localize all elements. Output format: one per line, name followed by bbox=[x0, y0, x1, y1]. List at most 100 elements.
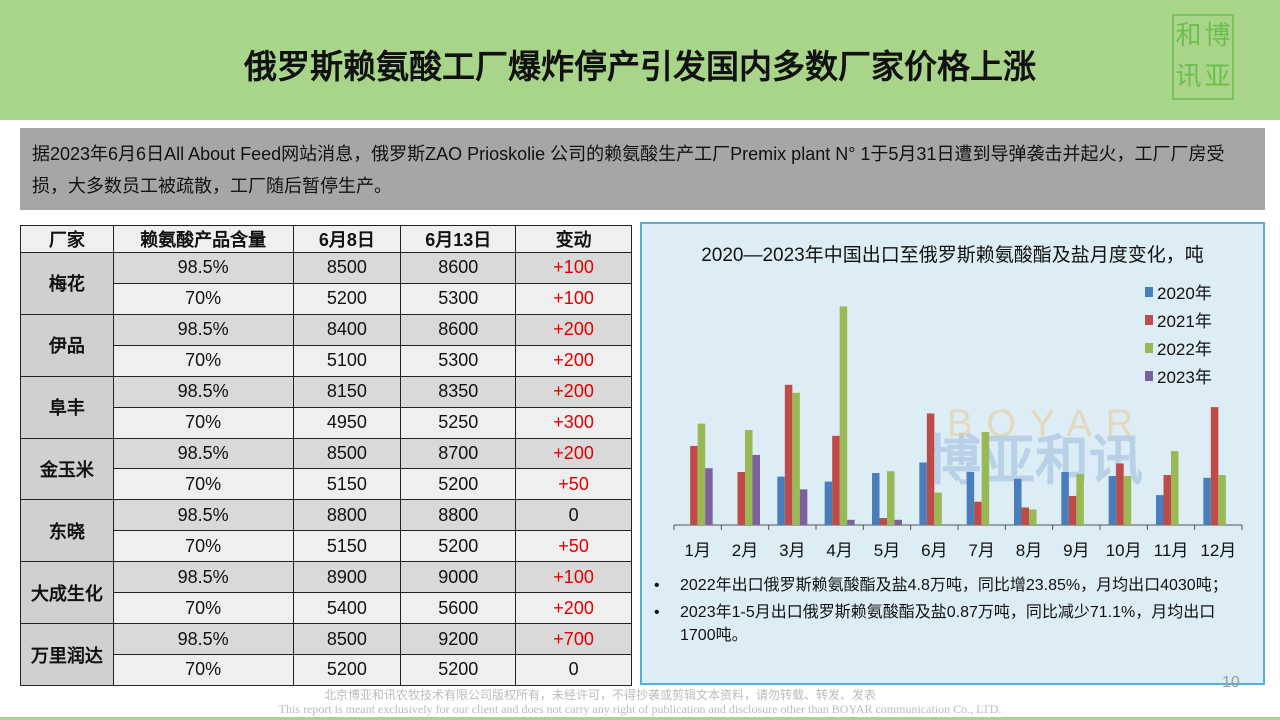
content-cell: 98.5% bbox=[112, 499, 294, 532]
table-row: 大成生化 98.5% 8900 9000 +100 bbox=[20, 561, 632, 625]
table-row: 万里润达 98.5% 8500 9200 +700 bbox=[20, 623, 632, 686]
bar-2022年-1月 bbox=[697, 423, 706, 525]
content-cell: 70% bbox=[112, 282, 294, 315]
price-jun13-cell: 9200 bbox=[400, 623, 517, 655]
x-tick-label: 6月 bbox=[921, 541, 947, 560]
bar-2020年-7月 bbox=[966, 472, 975, 525]
footer-copyright-en: This report is meant exclusively for our… bbox=[200, 702, 1080, 718]
change-cell: +50 bbox=[515, 530, 632, 563]
price-table: 厂家 赖氨酸产品含量 6月8日 6月13日 变动 梅花 98.5% 8500 8600 +100… bbox=[20, 225, 632, 687]
table-header-row: 厂家 赖氨酸产品含量 6月8日 6月13日 变动 bbox=[20, 225, 632, 253]
legend-swatch bbox=[1145, 371, 1153, 381]
price-jun13-cell: 8600 bbox=[400, 252, 517, 284]
bar-2022年-6月 bbox=[934, 492, 942, 525]
bar-2022年-12月 bbox=[1218, 475, 1226, 525]
change-cell: +300 bbox=[515, 406, 632, 439]
bar-2021年-3月 bbox=[784, 384, 793, 525]
legend-swatch bbox=[1145, 287, 1153, 297]
x-tick-label: 1月 bbox=[684, 541, 710, 560]
seal-char: 讯 bbox=[1175, 62, 1202, 92]
bar-2021年-9月 bbox=[1068, 495, 1077, 525]
manufacturer-cell: 万里润达 bbox=[20, 623, 114, 686]
price-jun13-cell: 5300 bbox=[400, 282, 517, 315]
legend-label: 2020年 bbox=[1157, 284, 1212, 303]
bar-2020年-12月 bbox=[1203, 477, 1211, 525]
table-row: 70% 5200 5300 +100 bbox=[21, 282, 632, 315]
price-jun8-cell: 5150 bbox=[292, 530, 402, 563]
bar-2021年-7月 bbox=[974, 501, 982, 525]
x-tick-label: 12月 bbox=[1200, 541, 1236, 560]
price-jun8-cell: 5200 bbox=[292, 282, 402, 315]
legend-swatch bbox=[1145, 315, 1153, 325]
content-cell: 70% bbox=[112, 653, 294, 687]
bar-2022年-10月 bbox=[1123, 476, 1132, 525]
x-tick-label: 10月 bbox=[1106, 541, 1142, 560]
price-jun13-cell: 8700 bbox=[400, 437, 517, 470]
price-jun8-cell: 8500 bbox=[292, 252, 402, 284]
page-title: 俄罗斯赖氨酸工厂爆炸停产引发国内多数厂家价格上涨 bbox=[244, 48, 1036, 85]
price-jun13-cell: 8350 bbox=[400, 375, 517, 408]
bar-2021年-12月 bbox=[1210, 407, 1219, 525]
content-cell: 98.5% bbox=[112, 313, 294, 346]
price-jun13-cell: 5200 bbox=[400, 468, 517, 501]
change-cell: +700 bbox=[515, 623, 632, 655]
table-row: 70% 5200 5200 0 bbox=[21, 653, 632, 687]
price-jun13-cell: 9000 bbox=[400, 561, 517, 594]
table-row: 东晓 98.5% 8800 8800 0 bbox=[20, 499, 632, 563]
manufacturer-cell: 阜丰 bbox=[20, 375, 114, 439]
watermark-text: 博亚和讯 bbox=[927, 431, 1143, 491]
table-row: 伊品 98.5% 8400 8600 +200 bbox=[20, 313, 632, 377]
legend-label: 2023年 bbox=[1157, 368, 1212, 387]
bar-2020年-3月 bbox=[777, 476, 785, 525]
legend-label: 2021年 bbox=[1157, 312, 1212, 331]
bar-2021年-6月 bbox=[926, 413, 935, 525]
column-header: 变动 bbox=[515, 225, 632, 253]
footer-band bbox=[0, 717, 1280, 720]
change-cell: +100 bbox=[515, 561, 632, 594]
bar-2020年-10月 bbox=[1108, 476, 1117, 525]
content-cell: 70% bbox=[112, 344, 294, 377]
bar-2021年-5月 bbox=[879, 518, 887, 525]
bar-2020年-4月 bbox=[824, 481, 833, 525]
note-item: 2023年1-5月出口俄罗斯赖氨酸酯及盐0.87万吨，同比减少71.1%，月均出… bbox=[650, 601, 1250, 647]
manufacturer-cell: 大成生化 bbox=[20, 561, 114, 625]
chart-title: 2020—2023年中国出口至俄罗斯赖氨酸酯及盐月度变化，吨 bbox=[701, 245, 1204, 266]
price-jun8-cell: 4950 bbox=[292, 406, 402, 439]
price-jun13-cell: 5200 bbox=[400, 530, 517, 563]
intro-text: 据2023年6月6日All About Feed网站消息，俄罗斯ZAO Prio… bbox=[20, 128, 1265, 210]
content-cell: 70% bbox=[112, 406, 294, 439]
legend-label: 2022年 bbox=[1157, 340, 1212, 359]
price-jun13-cell: 5300 bbox=[400, 344, 517, 377]
bar-2023年-5月 bbox=[894, 519, 902, 525]
bar-2022年-4月 bbox=[839, 306, 848, 525]
price-jun8-cell: 8150 bbox=[292, 375, 402, 408]
change-cell: +50 bbox=[515, 468, 632, 501]
content-cell: 98.5% bbox=[112, 252, 294, 284]
table-row: 梅花 98.5% 8500 8600 +100 bbox=[20, 252, 632, 315]
change-cell: 0 bbox=[515, 653, 632, 687]
bar-2023年-2月 bbox=[752, 454, 760, 525]
bar-2022年-5月 bbox=[887, 471, 895, 525]
bar-2021年-1月 bbox=[690, 445, 698, 525]
price-jun8-cell: 5150 bbox=[292, 468, 402, 501]
change-cell: +200 bbox=[515, 313, 632, 346]
price-jun8-cell: 5200 bbox=[292, 653, 402, 687]
price-jun8-cell: 8500 bbox=[292, 437, 402, 470]
table-row: 阜丰 98.5% 8150 8350 +200 bbox=[20, 375, 632, 439]
content-cell: 70% bbox=[112, 468, 294, 501]
content-cell: 98.5% bbox=[112, 375, 294, 408]
note-item: 2022年出口俄罗斯赖氨酸酯及盐4.8万吨，同比增23.85%，月均出口4030… bbox=[650, 574, 1250, 597]
change-cell: +200 bbox=[515, 375, 632, 408]
bar-2022年-8月 bbox=[1029, 509, 1037, 525]
price-jun8-cell: 5400 bbox=[292, 592, 402, 625]
bar-2022年-9月 bbox=[1076, 474, 1084, 525]
table-row: 金玉米 98.5% 8500 8700 +200 bbox=[20, 437, 632, 501]
table-row: 70% 5150 5200 +50 bbox=[21, 468, 632, 501]
price-jun8-cell: 8500 bbox=[292, 623, 402, 655]
seal-char: 和 bbox=[1175, 21, 1202, 51]
bar-2021年-8月 bbox=[1021, 507, 1029, 525]
page-number: 10 bbox=[1222, 674, 1240, 691]
manufacturer-cell: 东晓 bbox=[20, 499, 114, 563]
bar-2020年-8月 bbox=[1014, 478, 1022, 525]
